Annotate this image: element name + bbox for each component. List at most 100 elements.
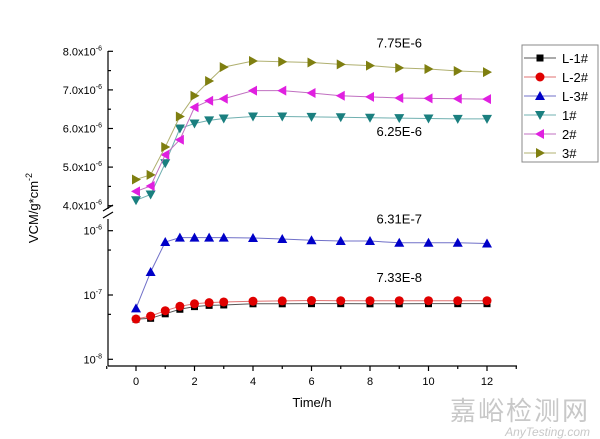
data-point [365,236,375,246]
data-point [248,296,258,306]
data-point [365,91,374,102]
y-tick-label: 4.0x10-6 [63,200,102,213]
data-point [218,114,229,124]
data-point [174,232,185,242]
data-point [248,112,258,122]
legend-marker [536,54,544,62]
legend-marker [536,148,545,158]
legend-marker [535,72,545,82]
y-tick-label: 10-8 [84,353,103,366]
series-line [135,116,487,201]
data-point [423,237,434,247]
legend-item: 2# [524,127,577,142]
data-point [453,65,463,76]
legend-item: L-1# [524,51,589,66]
data-point [395,62,405,73]
legend-label: L-3# [562,89,589,104]
data-point [204,95,214,106]
data-point [174,134,184,145]
series-l-3 [131,232,492,313]
y-tick-label: 5.0x10-6 [63,161,102,174]
data-point [335,113,346,123]
legend-item: 3# [524,146,577,161]
data-point [204,298,214,308]
data-point [131,186,140,197]
data-point [306,112,317,122]
data-point [190,90,200,101]
data-point [146,169,156,180]
data-point [204,232,215,242]
legend-marker [535,111,545,120]
data-point [452,93,462,104]
x-axis-title: Time/h [292,395,331,410]
series-3 [132,55,492,185]
data-point [189,102,199,113]
legend-label: L-1# [562,51,589,66]
legend-label: 2# [562,127,577,142]
data-point [219,62,229,73]
legend-label: L-2# [562,70,589,85]
data-point [174,124,185,134]
data-point [452,237,463,247]
y-tick-label: 8.0x10-6 [63,45,102,58]
data-point [394,237,405,247]
data-point [249,55,258,66]
data-point [482,296,492,306]
data-point [204,116,215,126]
legend-label: 3# [562,146,577,161]
series-line [135,300,487,320]
legend-label: 1# [562,108,577,123]
data-point [394,114,405,124]
data-point [335,236,346,246]
data-point [453,296,463,306]
y-tick-label: 7.0x10-6 [63,84,102,97]
axis-break-mark [102,211,114,219]
data-point [160,306,170,316]
data-point [205,76,215,87]
data-point [394,93,404,104]
data-point [131,196,141,206]
data-point [366,60,375,71]
legend-item: L-2# [524,70,589,85]
data-point [160,237,171,247]
data-point [336,59,346,70]
data-point [307,57,317,68]
series-1 [131,112,492,206]
data-point [190,299,199,309]
data-point [146,311,156,321]
x-tick-label: 12 [481,376,493,388]
x-tick-label: 8 [367,376,373,388]
plot-area: 7.75E-6 6.25E-6 6.31E-7 7.33E-8 [131,35,492,324]
data-point [278,56,288,67]
data-point [424,64,434,75]
data-point [452,114,463,124]
data-point [161,142,171,153]
annotation-label: 6.31E-7 [376,211,422,226]
data-point [175,301,185,311]
annotation-label: 7.33E-8 [376,270,422,285]
data-point [218,232,229,242]
data-point [189,232,200,242]
data-point [277,112,288,122]
annotation-label: 6.25E-6 [376,124,422,139]
data-point [424,296,433,306]
watermark-cn: 嘉峪检测网 [449,397,590,427]
watermark-en: AnyTesting.com [505,425,590,439]
data-point [423,114,434,124]
data-point [306,87,316,98]
data-point [423,93,433,104]
data-point [335,90,345,101]
series-line [135,303,487,320]
data-point [248,232,258,242]
series-line [135,90,488,192]
data-point [277,233,288,243]
legend: L-1# L-2# L-3# 1# 2# 3# [521,44,599,163]
data-point [132,174,141,185]
legend-item: 1# [524,108,577,123]
data-point [189,119,200,129]
series-2 [131,85,491,197]
series-line [135,60,488,180]
data-point [218,93,228,104]
x-tick-label: 10 [422,376,434,388]
